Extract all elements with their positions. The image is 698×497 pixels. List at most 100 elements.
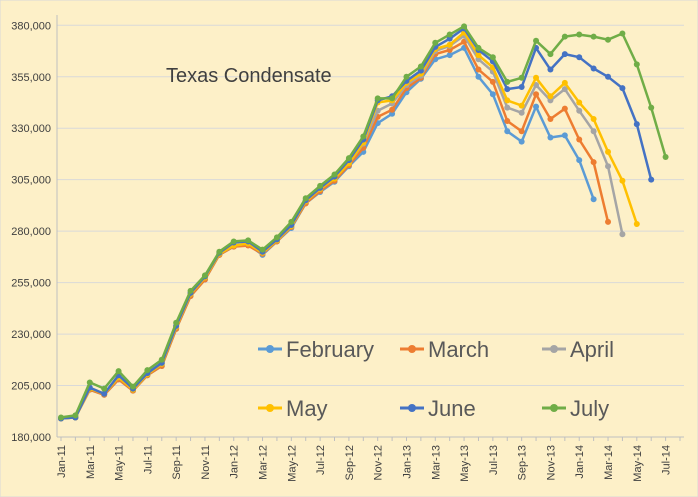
legend-item-march: March [400, 337, 489, 362]
data-point-march [576, 136, 583, 143]
data-point-april [547, 97, 554, 104]
y-tick-label: 305,000 [11, 175, 51, 187]
data-point-july [605, 36, 612, 43]
data-point-february [489, 91, 496, 98]
data-point-july [216, 248, 223, 255]
legend-item-april: April [542, 337, 614, 362]
x-tick-label: Jul-11 [142, 445, 154, 474]
x-axis: Jan-11 Mar-11 May-11 Jul-11 Sep-11 Nov-11 Jan-… [56, 436, 684, 482]
data-point-february [590, 196, 597, 203]
data-point-july [489, 54, 496, 61]
data-point-june [518, 84, 525, 91]
data-point-march [389, 106, 396, 113]
data-point-july [360, 133, 367, 140]
legend-item-july: July [542, 396, 609, 421]
data-point-may [475, 52, 482, 59]
data-point-july [547, 51, 554, 58]
data-point-february [389, 110, 396, 117]
data-point-july [633, 61, 640, 68]
data-point-june [101, 390, 108, 397]
data-point-april [561, 86, 568, 93]
data-point-march [547, 115, 554, 122]
data-point-may [547, 93, 554, 100]
legend-label: April [570, 337, 614, 362]
x-tick-label: Jan-13 [401, 445, 413, 479]
x-tick-label: May-12 [286, 445, 298, 482]
data-point-july [374, 95, 381, 102]
data-point-february [533, 103, 540, 110]
data-point-july [403, 73, 410, 80]
x-tick-label: May-14 [632, 445, 644, 482]
data-point-may [633, 220, 640, 227]
data-point-july [259, 246, 266, 253]
x-tick-label: Mar-13 [430, 445, 442, 480]
data-point-march [533, 91, 540, 98]
data-point-march [504, 118, 511, 125]
data-point-february [446, 52, 453, 59]
data-point-july [245, 237, 252, 244]
data-point-july [504, 78, 511, 85]
data-point-may [518, 102, 525, 109]
data-point-june [605, 73, 612, 80]
legend-marker [408, 345, 416, 353]
data-point-july [230, 238, 237, 245]
data-point-june [619, 85, 626, 92]
data-point-march [590, 159, 597, 166]
y-tick-label: 230,000 [11, 329, 51, 341]
data-point-july [273, 234, 280, 241]
data-point-february [475, 73, 482, 80]
data-point-may [605, 148, 612, 155]
x-tick-label: Jul-13 [488, 445, 500, 475]
data-point-april [576, 107, 583, 114]
data-point-june [590, 65, 597, 72]
legend-item-june: June [400, 396, 476, 421]
data-point-may [533, 74, 540, 81]
y-tick-label: 330,000 [11, 123, 51, 135]
data-point-july [86, 379, 93, 386]
y-tick-label: 180,000 [11, 432, 51, 444]
data-point-july [158, 356, 165, 363]
x-tick-label: Nov-13 [545, 445, 557, 480]
data-point-july [432, 39, 439, 46]
data-point-july [115, 368, 122, 375]
x-tick-label: Sep-12 [344, 445, 356, 480]
data-point-may [576, 99, 583, 106]
data-point-july [173, 319, 180, 326]
y-tick-label: 205,000 [11, 381, 51, 393]
data-point-june [648, 176, 655, 183]
data-point-february [518, 138, 525, 145]
data-point-april [518, 109, 525, 116]
y-tick-label: 355,000 [11, 72, 51, 84]
data-point-july [417, 63, 424, 70]
data-point-june [561, 51, 568, 58]
data-point-july [187, 287, 194, 294]
data-point-march [446, 46, 453, 53]
legend-marker [550, 345, 558, 353]
legend-label: June [428, 396, 476, 421]
data-point-june [576, 54, 583, 61]
data-point-july [58, 414, 64, 421]
data-point-july [533, 37, 540, 44]
data-point-june [504, 86, 511, 93]
legend-label: February [286, 337, 374, 362]
legend: February March April May June July [258, 337, 614, 421]
data-point-july [590, 33, 597, 40]
data-point-march [489, 78, 496, 85]
data-point-july [561, 33, 568, 40]
data-point-july [129, 383, 136, 390]
data-point-april [504, 104, 511, 111]
data-point-march [561, 105, 568, 112]
x-tick-label: Jan-11 [56, 445, 68, 478]
gridlines [57, 24, 684, 438]
data-point-may [590, 115, 597, 122]
data-point-april [619, 231, 626, 238]
data-point-july [461, 23, 468, 30]
data-point-july [518, 74, 525, 81]
data-point-may [446, 41, 453, 48]
data-point-april [533, 81, 540, 88]
data-point-june [633, 121, 640, 128]
legend-marker [550, 404, 558, 412]
x-tick-label: Mar-11 [85, 445, 97, 479]
